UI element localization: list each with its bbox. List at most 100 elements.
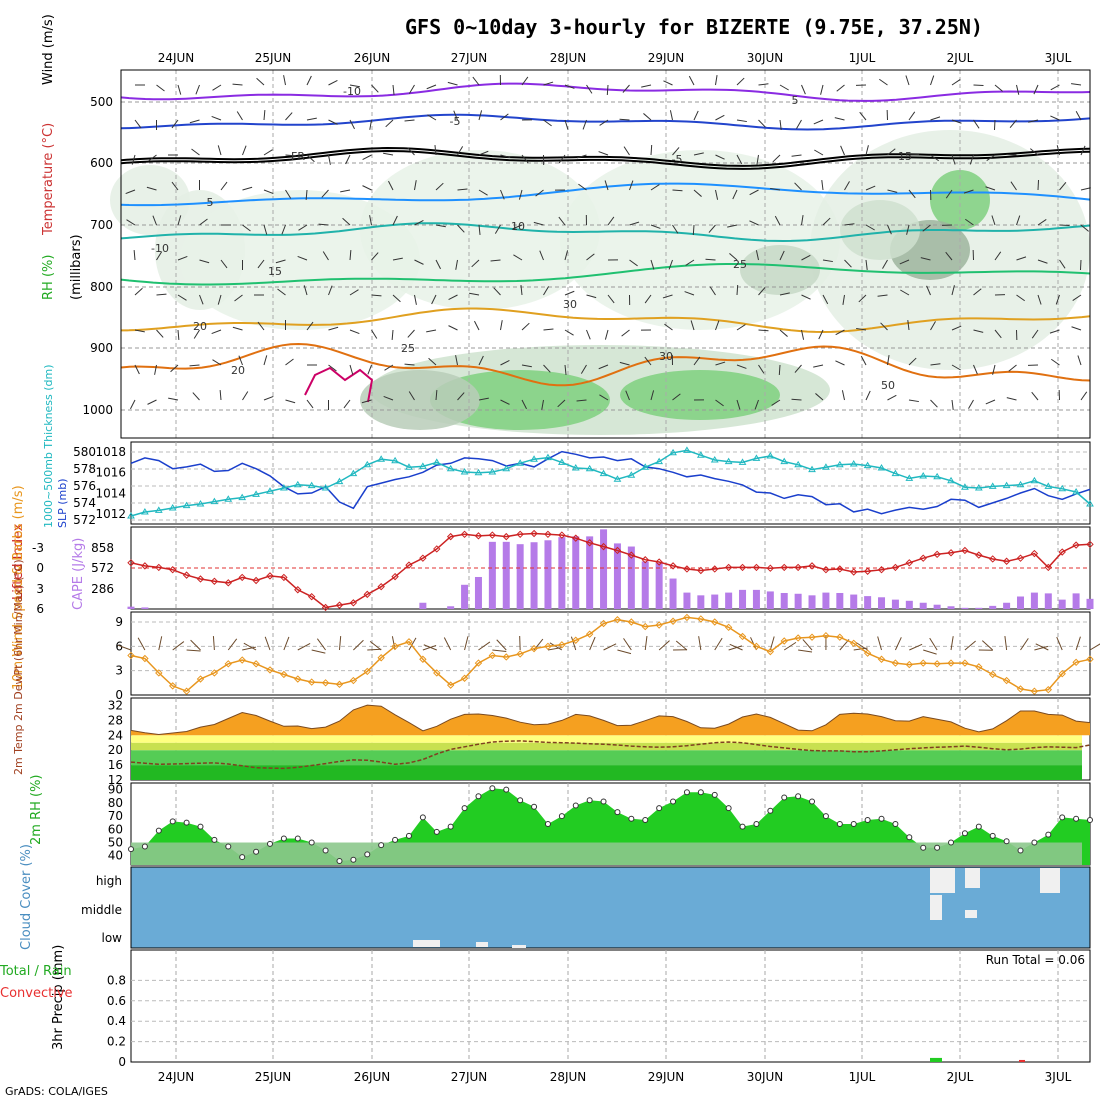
wind-barb — [263, 189, 274, 195]
slp-series-line — [130, 450, 1091, 515]
wind-barb — [190, 639, 201, 651]
wind-speed-series-point — [294, 675, 302, 683]
thickness-series-point — [863, 461, 872, 469]
wind-barb — [586, 294, 597, 299]
thickness-series-point — [1002, 481, 1011, 489]
wind-barb — [1034, 645, 1049, 651]
lifted-index-series-point — [530, 529, 538, 538]
wind-speed-series-point — [669, 617, 677, 625]
li-tick-label: 6 — [36, 602, 44, 616]
wind-barb — [1006, 153, 1017, 156]
wind-barb — [297, 642, 311, 651]
cloud-cell — [413, 940, 440, 947]
cloud-level-label: middle — [81, 903, 122, 917]
wind-barb — [582, 119, 587, 130]
thickness-series-point — [780, 457, 789, 465]
wind-barb — [423, 644, 437, 651]
wind-barb — [543, 81, 554, 86]
temperature-tick-label: 32 — [108, 698, 123, 712]
cape-bar — [544, 540, 552, 609]
wind-barb — [604, 329, 609, 340]
contour-label: FR — [291, 150, 305, 163]
wind-barb — [907, 320, 910, 331]
wind-barb — [407, 329, 415, 338]
wind-barb — [306, 321, 314, 331]
rh-point — [503, 786, 510, 793]
wind-barb — [513, 254, 523, 261]
wind-barb — [177, 215, 182, 226]
wind-barb — [698, 636, 702, 651]
wind-barb — [435, 259, 441, 270]
cloud-cell — [476, 942, 488, 947]
wind-barb — [328, 364, 337, 372]
wind-barb — [369, 215, 372, 226]
wind-barb — [662, 294, 673, 299]
wind-barb — [478, 150, 489, 156]
wind-barb — [158, 636, 163, 651]
wind-speed-series-point — [252, 660, 260, 668]
wind-barb — [715, 189, 719, 200]
run-total-label: Run Total = 0.06 — [986, 953, 1085, 967]
thickness-series-point — [627, 471, 636, 478]
rh-point — [614, 809, 621, 816]
thickness-tick-label: 578 — [73, 462, 96, 476]
dewpoint-line — [130, 740, 1091, 770]
wind-barb — [392, 294, 401, 303]
wind-barb — [709, 286, 716, 296]
rh-point — [1045, 831, 1052, 838]
lifted-index-series-point — [141, 562, 149, 570]
wind-tick-label: 0 — [115, 688, 123, 702]
thickness-series-point — [1058, 484, 1067, 492]
wind-barb — [778, 364, 781, 376]
wind-barb — [564, 290, 575, 296]
wind-barb — [644, 636, 648, 651]
wind-speed-series-point — [766, 647, 775, 656]
wind-speed-series-point — [155, 669, 163, 677]
wind-barb — [478, 397, 489, 401]
wind-speed-series-point — [697, 615, 705, 623]
wind-barb — [930, 75, 935, 86]
wind-barb — [693, 356, 701, 366]
wind-barb — [199, 218, 208, 226]
wind-barb — [305, 189, 308, 201]
wind-barb — [877, 636, 883, 651]
rh-point — [266, 840, 273, 847]
wind-barb — [715, 320, 720, 331]
rh-point — [308, 839, 315, 846]
wind-barb — [619, 361, 630, 366]
wind-barb — [675, 640, 688, 651]
wind-speed-series-point — [850, 639, 858, 647]
wind-speed-series-point — [238, 656, 246, 664]
wind-barb — [131, 154, 136, 165]
wind-barb — [371, 252, 379, 261]
cape-bar — [808, 595, 816, 609]
date-label-bottom: 26JUN — [354, 1070, 391, 1084]
wind-speed-series-point — [1058, 670, 1066, 678]
lifted-index-series-point — [655, 558, 663, 566]
thickness-series-point — [224, 495, 233, 502]
cape-bar — [627, 546, 635, 609]
wind-barb — [1051, 358, 1060, 366]
thickness-series-point — [599, 469, 608, 477]
cape-bar — [141, 607, 149, 609]
lifted-index-series-point — [794, 563, 802, 572]
rh-point — [670, 798, 677, 805]
rh-point — [809, 798, 816, 805]
wind-barb — [134, 119, 142, 129]
lifted-index-series-point — [989, 555, 997, 563]
wind-barb — [448, 325, 458, 331]
lifted-index-series-point — [127, 559, 135, 567]
wind-barb — [607, 216, 615, 226]
rh-point — [948, 839, 955, 846]
wind-barb — [264, 636, 271, 651]
wind-barb — [543, 119, 552, 127]
wind-barb — [669, 110, 673, 121]
lifted-index-series-point — [307, 592, 316, 601]
rh-point — [489, 785, 496, 792]
wind-barb — [171, 181, 179, 191]
wind-barb — [684, 291, 695, 296]
wind-barb — [749, 189, 759, 196]
wind-barb — [172, 641, 185, 651]
wind-speed-series-point — [168, 682, 177, 690]
wind-barb — [865, 145, 869, 156]
